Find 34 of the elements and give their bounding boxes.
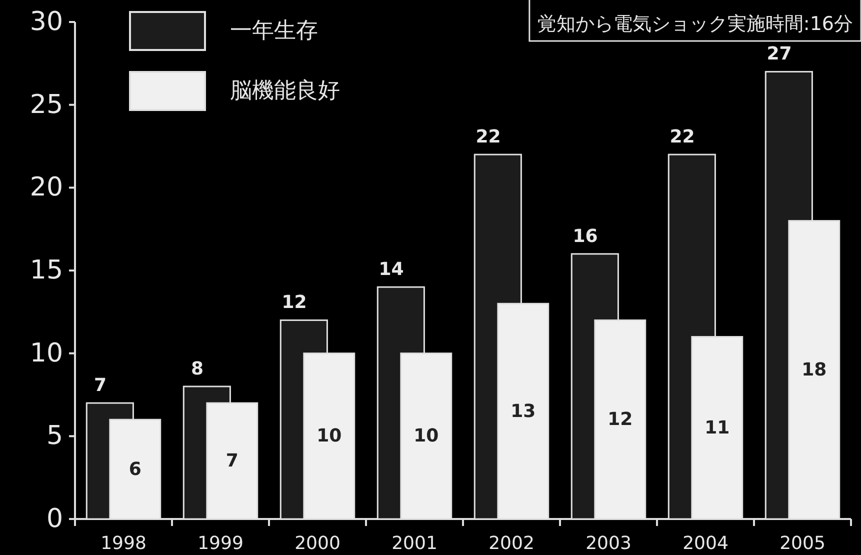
data-label: 11 xyxy=(704,417,730,438)
legend-label: 脳機能良好 xyxy=(230,78,340,104)
data-label: 14 xyxy=(378,259,404,280)
y-tick-label: 25 xyxy=(30,90,63,120)
data-label: 12 xyxy=(608,409,633,430)
annotation: 覚知から電気ショック実施時間:16分 xyxy=(537,13,853,35)
data-label: 6 xyxy=(128,458,142,480)
y-tick-label: 10 xyxy=(30,338,63,368)
y-tick-label: 15 xyxy=(30,256,63,286)
data-label: 13 xyxy=(510,400,536,422)
x-tick-label: 2001 xyxy=(392,533,438,554)
x-tick-label: 1999 xyxy=(198,533,244,554)
x-tick-label: 1998 xyxy=(100,533,146,554)
x-tick-label: 2003 xyxy=(586,533,632,554)
y-tick-label: 20 xyxy=(30,172,63,203)
data-label: 8 xyxy=(190,358,204,380)
data-label: 22 xyxy=(476,126,501,148)
data-label: 10 xyxy=(316,426,342,447)
legend-label: 一年生存 xyxy=(230,18,318,44)
y-tick-label: 5 xyxy=(46,421,63,452)
data-label: 16 xyxy=(572,226,598,247)
data-label: 27 xyxy=(766,44,792,65)
data-label: 7 xyxy=(94,375,106,396)
y-tick-label: 0 xyxy=(46,504,63,534)
x-tick-label: 2005 xyxy=(780,533,826,554)
y-tick-label: 30 xyxy=(30,7,63,37)
data-label: 18 xyxy=(802,359,827,380)
x-tick-label: 2000 xyxy=(294,533,340,554)
data-label: 7 xyxy=(226,450,238,472)
data-label: 12 xyxy=(282,292,307,314)
x-tick-label: 2004 xyxy=(682,533,728,554)
data-label: 22 xyxy=(670,126,695,148)
data-label: 10 xyxy=(414,426,439,447)
x-tick-label: 2002 xyxy=(488,533,534,554)
